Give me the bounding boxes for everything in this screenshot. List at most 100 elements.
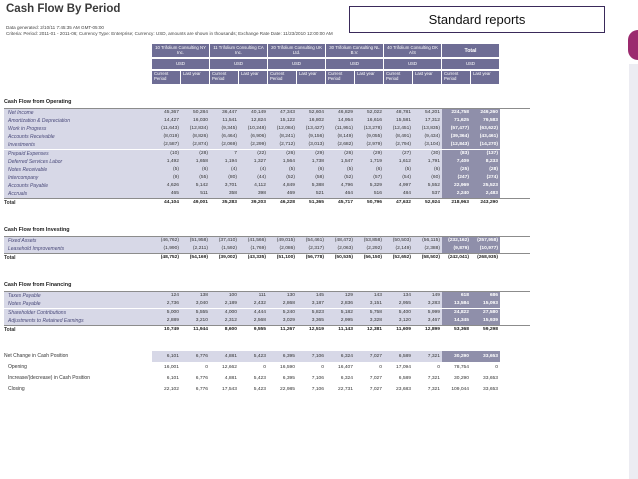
total-band: [442, 125, 500, 134]
value-cell: 17,312: [425, 118, 440, 124]
total-band: [442, 117, 500, 126]
row-label: Shareholder Contributions: [8, 309, 67, 316]
current-period-label: Current Period: [326, 71, 355, 84]
row-label: Taxes Payable: [8, 293, 41, 300]
value-cell: 52,022: [367, 110, 382, 115]
value-cell: 52,924: [425, 200, 440, 206]
table-row: Closing 22,102 6,776 17,543 5,423 22,985 7,106…: [4, 384, 530, 395]
current-period-label: Current Period: [268, 71, 297, 84]
value-cell: (3,104): [424, 142, 441, 148]
value-cell: 71,625: [454, 118, 469, 124]
currency-label: USD: [152, 59, 210, 69]
value-cell: 45,367: [164, 110, 179, 115]
value-cell: 6,776: [195, 353, 208, 359]
row-band: [4, 117, 442, 126]
value-cell: 484: [402, 191, 411, 196]
row-band: [4, 237, 442, 246]
value-cell: 465: [170, 191, 179, 196]
value-cell: 7,027: [369, 353, 382, 359]
value-cell: (28): [489, 166, 498, 172]
table-row: Accounts Payable 4,626 5,142 3,701 4,112 4,84…: [4, 181, 530, 190]
value-cell: 2,836: [340, 301, 353, 307]
currency-label: USD: [326, 59, 384, 69]
value-cell: 5,555: [195, 309, 208, 315]
value-cell: (232,162): [448, 238, 469, 244]
total-rule: [4, 253, 530, 255]
value-cell: 398: [257, 191, 266, 196]
total-band: [442, 308, 500, 317]
value-cell: 100: [228, 293, 237, 299]
row-label: Amortization & Depreciation: [8, 118, 70, 125]
value-cell: (6,906): [250, 134, 267, 140]
value-cell: 6,776: [195, 386, 208, 392]
current-period-label: Current Period: [384, 71, 413, 84]
value-cell: 3,283: [427, 301, 440, 307]
value-cell: (247): [457, 174, 469, 180]
value-cell: 0: [379, 364, 382, 370]
value-cell: 45,717: [338, 200, 353, 206]
entity-header: 40 Trifolium Consulting DK A/S: [384, 44, 442, 57]
value-cell: (28): [199, 150, 208, 156]
total-band: [442, 109, 500, 118]
value-cell: (83): [460, 150, 469, 156]
last-year-label: Last year: [297, 71, 326, 84]
table-row: Deferred Services Labor 1,492 1,658 1,194 1,…: [4, 157, 530, 166]
value-cell: (22): [257, 150, 266, 156]
value-cell: (52): [344, 174, 353, 180]
row-band: [4, 190, 442, 199]
value-cell: 5,240: [282, 309, 295, 315]
table-row: Work in Progress (11,643) (12,834) (9,345) (…: [4, 125, 530, 134]
current-period-label: Current Period: [210, 71, 239, 84]
value-cell: 6,101: [166, 375, 179, 381]
value-cell: 4,881: [224, 375, 237, 381]
value-cell: (9,434): [424, 134, 441, 140]
value-cell: 1,738: [311, 158, 324, 164]
row-band: [4, 292, 442, 301]
table-row: Prepaid Expenses (10) (28) 7 (22) (26) (29) (26…: [4, 149, 530, 158]
value-cell: (2,388): [424, 246, 441, 252]
row-band: [4, 141, 442, 150]
value-cell: (274): [486, 174, 498, 180]
value-cell: 1,658: [195, 158, 208, 164]
value-cell: (9,345): [221, 126, 238, 132]
value-cell: (53,858): [363, 238, 382, 244]
value-cell: (6,464): [221, 134, 238, 140]
value-cell: 46,228: [280, 200, 295, 206]
value-cell: 33,653: [483, 375, 498, 381]
value-cell: 11,609: [396, 326, 411, 332]
value-cell: 5,423: [253, 375, 266, 381]
value-cell: (2,682): [337, 142, 354, 148]
section-header: Cash Flow from Operating: [4, 96, 530, 109]
value-cell: 134: [402, 293, 411, 299]
table-row: Intercompany (9) (55) (80) (44) (52) (58) (52) (…: [4, 173, 530, 182]
total-row: Total 10,749 11,944 8,600 9,555 11,267 12,519 1…: [4, 324, 530, 335]
value-cell: 14,345: [454, 317, 469, 323]
value-cell: 33,653: [483, 386, 498, 392]
value-cell: (3,013): [308, 142, 325, 148]
table-row: Investments (2,587) (2,874) (2,069) (2,299) (…: [4, 141, 530, 150]
row-label: Closing: [8, 385, 25, 392]
value-cell: (14,270): [479, 142, 498, 148]
value-cell: (257,958): [477, 238, 498, 244]
currency-label: USD: [442, 59, 500, 69]
last-year-label: Last year: [471, 71, 500, 84]
total-band: [442, 350, 500, 362]
row-label: Accounts Receivable: [8, 134, 55, 141]
value-cell: 23,683: [396, 386, 411, 392]
value-cell: 5,400: [398, 309, 411, 315]
value-cell: 3,040: [195, 301, 208, 307]
value-cell: (2,149): [395, 246, 412, 252]
value-cell: 5,142: [195, 182, 208, 188]
row-label: Total: [4, 255, 16, 262]
value-cell: 4,444: [253, 309, 266, 315]
value-cell: 149: [431, 293, 440, 299]
value-cell: 3,120: [398, 317, 411, 323]
row-band: [4, 109, 442, 118]
row-label: Accounts Payable: [8, 182, 49, 189]
total-band: [442, 133, 500, 142]
row-label: Fixed Assets: [8, 238, 37, 245]
row-label: Leasehold Improvements: [8, 246, 65, 253]
row-band: [4, 157, 442, 166]
value-cell: 7,027: [369, 375, 382, 381]
value-cell: (43,461): [479, 134, 498, 140]
